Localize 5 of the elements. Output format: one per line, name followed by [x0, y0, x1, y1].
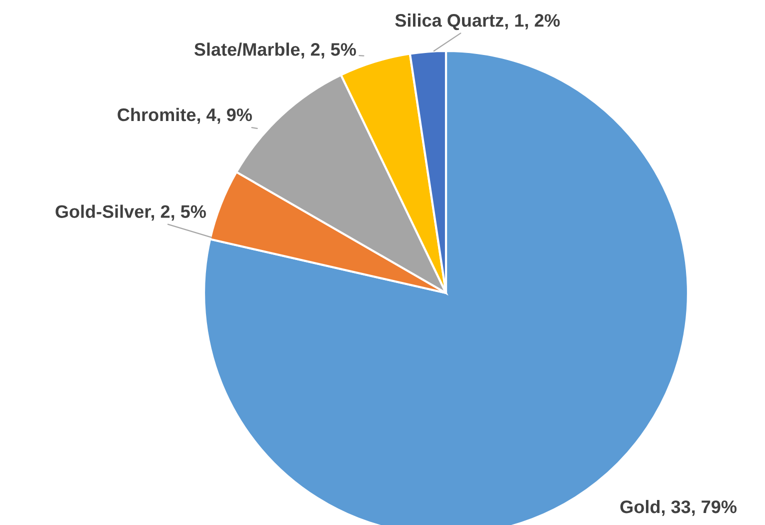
slice-label: Chromite, 4, 9%: [118, 108, 252, 124]
slice-label: Gold-Silver, 2, 5%: [56, 204, 206, 221]
slice-label: Silica Quartz, 1, 2%: [395, 14, 560, 30]
slice-label: Gold, 33, 79%: [620, 500, 737, 516]
slice-label: Slate/Marble, 2, 5%: [194, 42, 356, 58]
